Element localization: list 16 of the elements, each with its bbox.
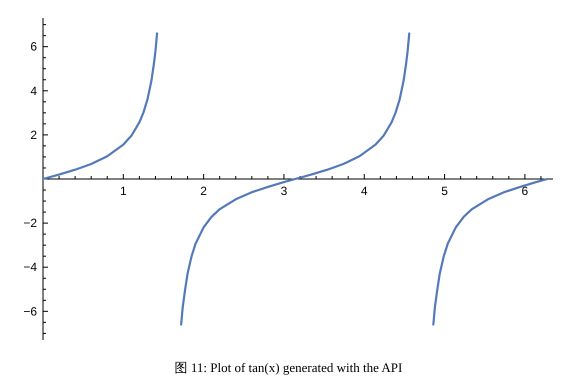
x-tick-label: 6 bbox=[522, 184, 529, 198]
line-series bbox=[432, 178, 548, 326]
y-tick-label: −2 bbox=[23, 216, 38, 230]
x-tick-label: 1 bbox=[120, 184, 127, 198]
line-series bbox=[180, 32, 410, 326]
x-tick-label: 5 bbox=[441, 184, 448, 198]
caption: 图 11: Plot of tan(x) generated with the API bbox=[174, 360, 402, 375]
x-tick-label: 2 bbox=[200, 184, 208, 198]
y-tick-label: 6 bbox=[30, 40, 38, 54]
x-tick-label: 3 bbox=[280, 184, 288, 198]
y-tick-label: −6 bbox=[23, 304, 38, 318]
line-series bbox=[42, 32, 158, 180]
x-tick-label: 4 bbox=[360, 184, 368, 198]
y-tick-label: −4 bbox=[23, 260, 38, 274]
y-tick-label: 2 bbox=[30, 128, 38, 142]
y-tick-label: 4 bbox=[30, 84, 38, 98]
